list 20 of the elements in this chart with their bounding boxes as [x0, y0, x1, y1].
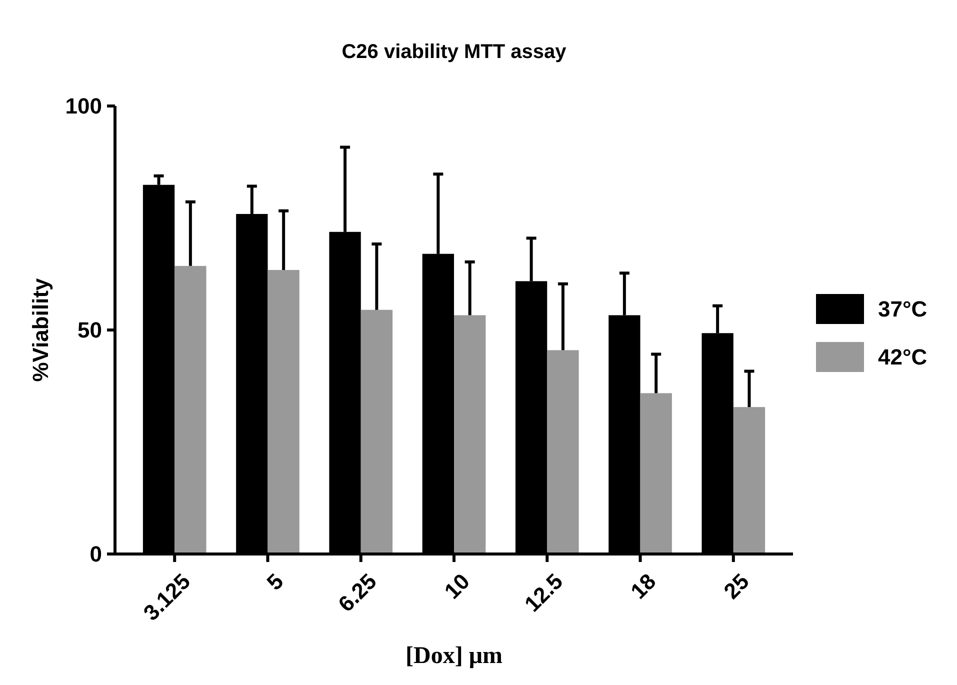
bar [360, 310, 393, 554]
bar [640, 393, 672, 554]
chart-title: C26 viability MTT assay [342, 41, 568, 63]
x-axis-title: [Dox] μm [406, 643, 502, 669]
x-tick-label: 18 [626, 568, 661, 604]
x-tick-label: 10 [439, 568, 474, 604]
x-tick-label: 5 [262, 568, 288, 596]
legend-label: 37°C [878, 296, 928, 322]
x-tick-label: 6.25 [333, 568, 382, 617]
y-tick-label: 0 [90, 542, 102, 567]
y-tick-label: 50 [78, 318, 102, 343]
bar [268, 270, 300, 554]
x-tick-label: 25 [718, 568, 754, 604]
bar [733, 407, 766, 554]
bar [454, 315, 486, 554]
y-tick-label: 100 [65, 94, 102, 119]
legend-label: 42°C [878, 344, 928, 370]
y-axis-title: %Viability [28, 277, 53, 382]
bar [174, 266, 206, 554]
bar [547, 350, 579, 554]
